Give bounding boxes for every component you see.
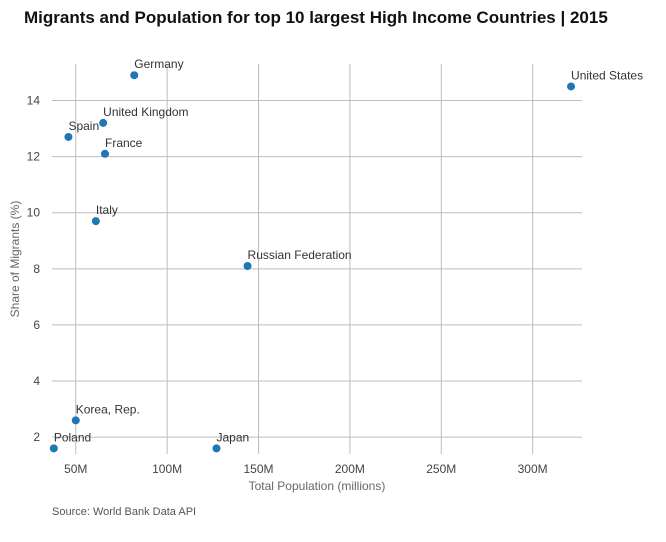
data-point <box>71 416 80 425</box>
x-tick-label: 150M <box>244 462 274 476</box>
data-point <box>99 118 108 127</box>
data-point-label: France <box>105 136 143 150</box>
data-point <box>64 132 73 141</box>
data-point-label: Spain <box>68 119 99 133</box>
chart-source: Source: World Bank Data API <box>52 506 197 518</box>
y-tick-label: 4 <box>33 374 40 388</box>
data-point <box>567 82 576 91</box>
data-point <box>243 262 252 271</box>
y-tick-label: 6 <box>33 318 40 332</box>
data-point <box>212 444 221 453</box>
y-tick-label: 10 <box>27 206 41 220</box>
x-tick-label: 300M <box>518 462 548 476</box>
y-axis-label: Share of Migrants (%) <box>8 201 22 318</box>
data-point <box>91 217 100 226</box>
y-tick-label: 14 <box>27 93 41 107</box>
data-point <box>130 71 139 80</box>
data-point-label: Germany <box>134 57 183 71</box>
x-axis-label: Total Population (millions) <box>249 479 386 493</box>
data-point <box>101 149 109 158</box>
x-tick-label: 200M <box>335 462 365 476</box>
y-tick-label: 12 <box>27 150 41 164</box>
data-point-label: Korea, Rep. <box>76 402 140 416</box>
data-point-label: United States <box>571 68 643 82</box>
data-point-label: Russian Federation <box>248 248 352 262</box>
x-tick-label: 50M <box>64 462 87 476</box>
data-point-label: Poland <box>54 430 91 444</box>
x-tick-label: 100M <box>152 462 182 476</box>
y-tick-label: 2 <box>33 430 40 444</box>
data-point-label: United Kingdom <box>103 105 188 119</box>
chart-title: Migrants and Population for top 10 large… <box>24 8 608 27</box>
x-tick-label: 250M <box>426 462 456 476</box>
y-tick-label: 8 <box>33 262 40 276</box>
data-point <box>49 444 58 453</box>
data-point-label: Japan <box>216 430 249 444</box>
data-point-label: Italy <box>96 203 118 217</box>
